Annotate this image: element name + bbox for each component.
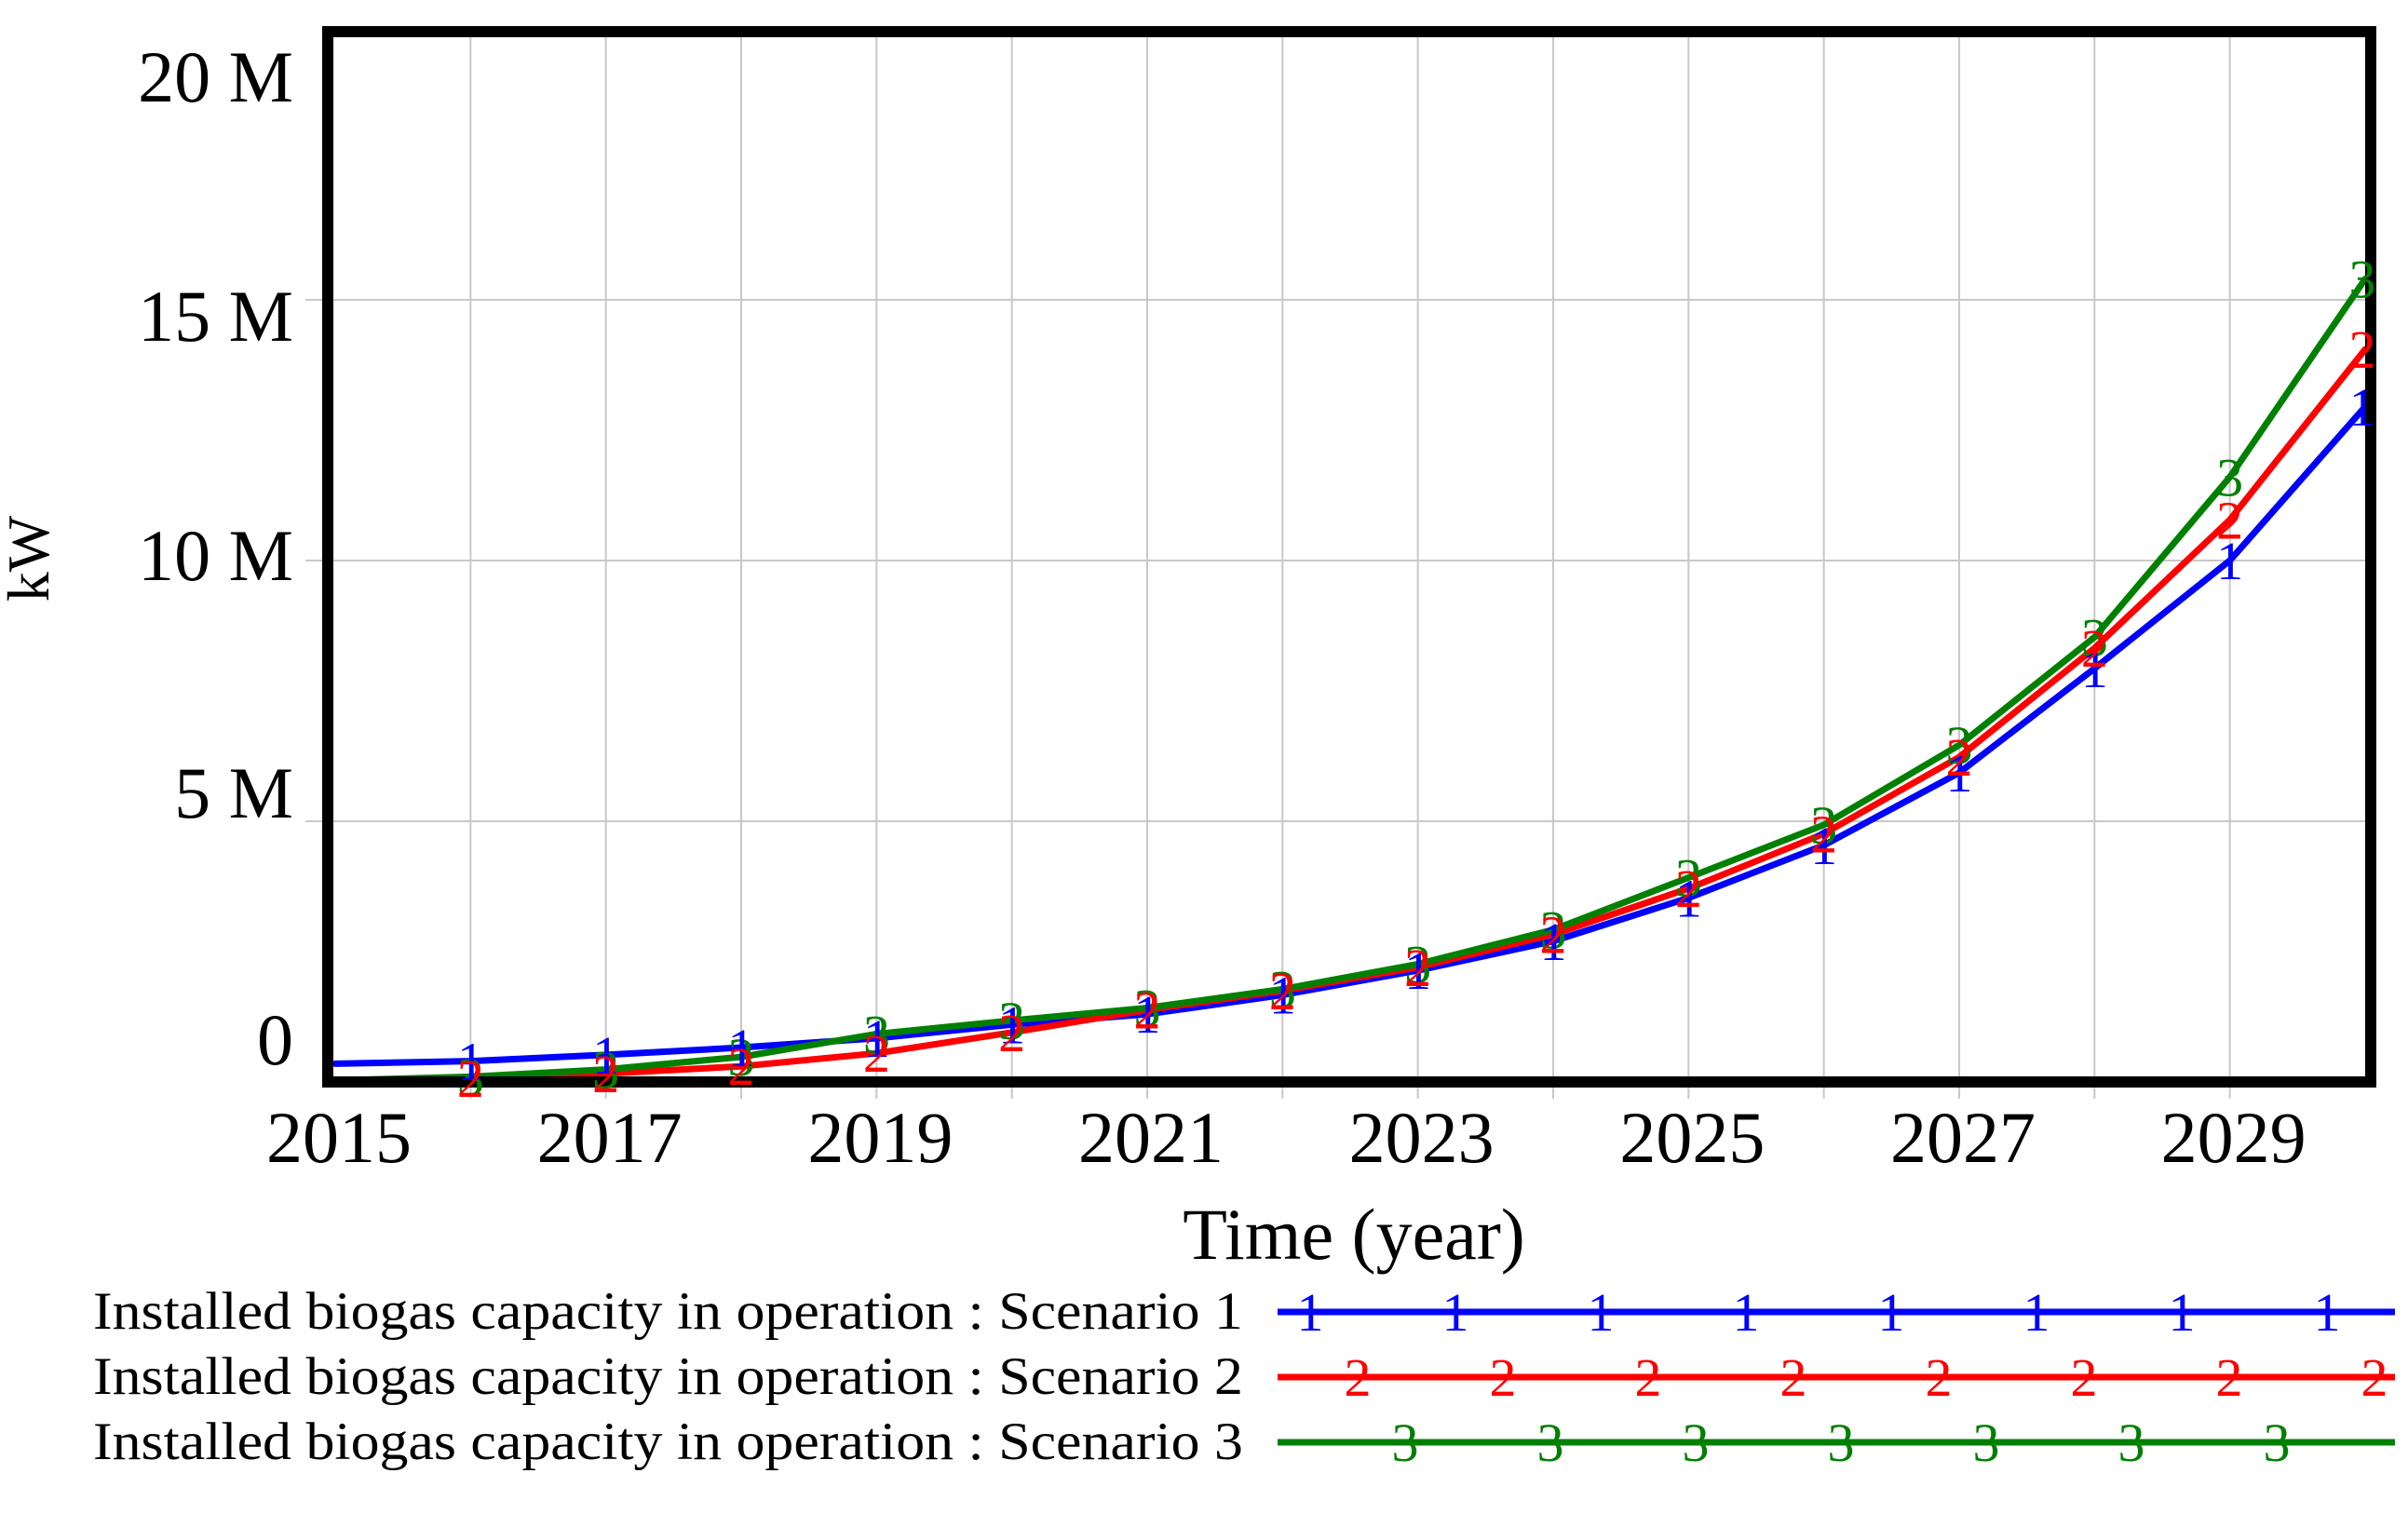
legend-marker-digit-s1: 1 (1442, 1282, 1469, 1343)
x-tick-label-2019: 2019 (807, 1097, 953, 1178)
series-line-scenario-3 (331, 276, 2369, 1084)
curve-marker-digit-s2-2022: 2 (1269, 961, 1296, 1021)
curve-marker-digit-s3-2030: 3 (2349, 250, 2376, 310)
curve-marker-digit-s1-2027: 1 (1946, 743, 1973, 804)
legend-marker-digit-s3: 3 (2118, 1413, 2145, 1473)
legend-marker-digit-s2: 2 (2216, 1347, 2243, 1408)
curve-marker-digit-s1-2023: 1 (1404, 940, 1431, 1001)
x-tick-label-2015: 2015 (266, 1097, 412, 1178)
plot-border (322, 26, 2376, 1088)
legend-marker-digit-s3: 3 (1392, 1413, 1419, 1473)
curve-marker-digit-s3-2023: 3 (1404, 934, 1431, 994)
legend-marker-digit-s1: 1 (2023, 1282, 2050, 1343)
axis-labels-layer: 0 5 M 10 M 15 M 20 M 2015 2017 2019 2021 2023 2025… (0, 36, 2307, 1275)
curve-marker-digit-s2-2019: 2 (863, 1023, 890, 1084)
plot-frame-layer (322, 26, 2376, 1088)
x-axis-title: Time (year) (1183, 1194, 1525, 1275)
curve-marker-digit-s3-2026: 3 (1810, 795, 1837, 856)
y-tick-label-15M: 15 M (138, 276, 293, 357)
curve-marker-digit-s3-2018: 3 (728, 1027, 755, 1088)
curve-marker-digit-s3-2019: 3 (863, 1004, 890, 1064)
y-tick-label-5M: 5 M (174, 752, 293, 833)
curve-marker-digit-s2-2018: 2 (728, 1036, 755, 1097)
series-line-scenario-1 (331, 403, 2369, 1067)
legend-marker-digit-s3: 3 (2264, 1413, 2291, 1473)
curve-marker-digit-s3-2029: 3 (2216, 447, 2243, 507)
curve-marker-digit-s2-2017: 2 (592, 1044, 619, 1104)
y-axis-title: kW (0, 515, 61, 602)
legend-label-scenario-3: Installed biogas capacity in operation :… (93, 1413, 1243, 1471)
legend-label-scenario-1: Installed biogas capacity in operation :… (93, 1282, 1243, 1341)
curve-marker-digit-s3-2027: 3 (1946, 715, 1973, 776)
curve-marker-digit-s3-2024: 3 (1540, 899, 1567, 960)
curve-marker-digit-s1-2020: 1 (998, 994, 1025, 1055)
curve-marker-digit-s1-2024: 1 (1540, 912, 1567, 972)
curve-marker-digit-s1-2016: 1 (457, 1032, 484, 1092)
curve-marker-digit-s3-2022: 3 (1269, 959, 1296, 1020)
curve-marker-digit-s3-2020: 3 (998, 991, 1025, 1051)
x-tick-label-2025: 2025 (1619, 1097, 1765, 1178)
x-tick-label-2023: 2023 (1349, 1097, 1495, 1178)
legend-marker-digit-s1: 1 (1297, 1282, 1324, 1343)
curve-marker-digit-s1-2018: 1 (728, 1018, 755, 1078)
curve-marker-digit-s3-2028: 3 (2081, 607, 2108, 668)
x-tick-label-2029: 2029 (2161, 1097, 2307, 1178)
curve-marker-digit-s1-2025: 1 (1675, 868, 1702, 928)
curve-marker-digit-s2-2016: 2 (457, 1048, 484, 1109)
curve-marker-digit-s2-2028: 2 (2081, 618, 2108, 679)
series-lines-layer (331, 276, 2369, 1085)
x-tick-label-2021: 2021 (1078, 1097, 1224, 1178)
x-tick-label-2027: 2027 (1890, 1097, 2036, 1178)
curve-marker-digit-s2-2026: 2 (1810, 804, 1837, 864)
x-tick-label-2017: 2017 (537, 1097, 683, 1178)
legend-marker-digit-s3: 3 (1828, 1413, 1855, 1473)
legend-marker-digit-s2: 2 (1490, 1347, 1517, 1408)
grid-layer (305, 32, 2371, 1099)
curve-marker-digit-s1-2017: 1 (592, 1025, 619, 1086)
legend-marker-digit-s1: 1 (2169, 1282, 2196, 1343)
curve-marker-digit-s2-2030: 2 (2349, 319, 2376, 380)
y-tick-label-0: 0 (257, 999, 293, 1080)
legend-label-scenario-2: Installed biogas capacity in operation :… (93, 1347, 1243, 1406)
series-line-scenario-2 (331, 345, 2369, 1085)
legend-marker-digit-s2: 2 (2361, 1347, 2388, 1408)
legend-marker-digit-s2: 2 (1926, 1347, 1953, 1408)
curve-marker-digit-s2-2024: 2 (1540, 905, 1567, 966)
curve-marker-digit-s1-2030: 1 (2349, 377, 2376, 438)
curve-marker-digit-s3-2016: 3 (457, 1047, 484, 1107)
curve-marker-digit-s1-2028: 1 (2081, 639, 2108, 699)
curve-marker-digit-s2-2020: 2 (998, 1003, 1025, 1063)
curve-marker-digit-s3-2025: 3 (1675, 847, 1702, 908)
legend-layer: Installed biogas capacity in operation :… (93, 1282, 2395, 1473)
curve-marker-digit-s3-2021: 3 (1134, 978, 1161, 1038)
y-tick-label-10M: 10 M (138, 515, 293, 596)
curve-marker-digit-s1-2026: 1 (1810, 816, 1837, 876)
legend-marker-digit-s3: 3 (1537, 1413, 1564, 1473)
legend-marker-digit-s2: 2 (1345, 1347, 1372, 1408)
legend-marker-digit-s1: 1 (1878, 1282, 1905, 1343)
curve-marker-digit-s2-2029: 2 (2216, 490, 2243, 550)
curve-marker-digit-s2-2021: 2 (1134, 980, 1161, 1041)
legend-marker-digit-s2: 2 (2071, 1347, 2098, 1408)
legend-marker-digit-s2: 2 (1635, 1347, 1662, 1408)
curve-marker-digit-s2-2025: 2 (1675, 858, 1702, 919)
legend-marker-digit-s3: 3 (1973, 1413, 2000, 1473)
legend-marker-digit-s1: 1 (1588, 1282, 1615, 1343)
legend-marker-digit-s2: 2 (1780, 1347, 1807, 1408)
curve-marker-digit-s1-2022: 1 (1269, 965, 1296, 1025)
curve-marker-digit-s1-2019: 1 (863, 1008, 890, 1069)
curve-marker-digit-s1-2021: 1 (1134, 984, 1161, 1045)
legend-marker-digit-s1: 1 (2314, 1282, 2341, 1343)
legend-marker-digit-s1: 1 (1733, 1282, 1760, 1343)
curve-marker-digit-s2-2027: 2 (1946, 727, 1973, 788)
legend-marker-digit-s3: 3 (1683, 1413, 1710, 1473)
curve-marker-digit-s2-2023: 2 (1404, 938, 1431, 998)
y-tick-label-20M: 20 M (138, 36, 293, 117)
curve-marker-digit-s3-2017: 3 (592, 1040, 619, 1101)
curve-marker-digit-s1-2029: 1 (2216, 531, 2243, 591)
